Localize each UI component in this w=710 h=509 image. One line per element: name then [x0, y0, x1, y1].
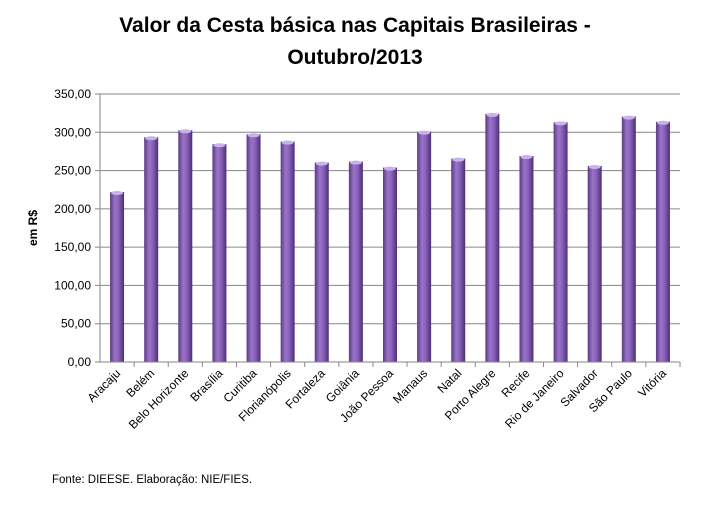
bar-top — [315, 161, 328, 166]
bar — [553, 122, 568, 363]
source-note: Fonte: DIEESE. Elaboração: NIE/FIES. — [52, 474, 253, 486]
y-tick-label: 200,00 — [54, 202, 91, 216]
bar-top — [281, 140, 294, 145]
x-tick-label: Vitória — [635, 366, 669, 400]
bar — [212, 144, 227, 362]
bar — [587, 165, 602, 362]
x-tick-label: Manaus — [390, 366, 430, 406]
bar — [485, 113, 500, 362]
bar — [417, 131, 432, 362]
bar — [144, 137, 159, 362]
bar — [178, 130, 193, 362]
bar-top — [384, 166, 396, 171]
bar-top — [179, 129, 192, 134]
y-tick-label: 350,00 — [54, 87, 91, 101]
bar — [110, 192, 125, 362]
y-tick-label: 150,00 — [54, 240, 91, 254]
bar — [280, 141, 295, 362]
bar-top — [247, 133, 260, 138]
bar-top — [520, 155, 533, 160]
x-tick-label: Belo Horizonte — [126, 366, 192, 432]
bar-top — [349, 160, 362, 165]
bar-top — [656, 120, 669, 125]
bar — [451, 158, 466, 362]
bar-top — [145, 136, 158, 141]
bar — [655, 121, 670, 362]
chart-title: Valor da Cesta básica nas Capitais Brasi… — [0, 10, 710, 74]
title-line-1: Valor da Cesta básica nas Capitais Brasi… — [119, 14, 591, 37]
bar-top — [554, 121, 567, 126]
bar — [383, 167, 397, 362]
bar — [519, 156, 534, 362]
x-tick-label: Natal — [435, 366, 465, 396]
bar-top — [622, 115, 635, 120]
y-tick-label: 250,00 — [54, 164, 91, 178]
x-tick-label: Aracaju — [85, 366, 124, 405]
bar-top — [213, 143, 226, 148]
bar-top — [588, 164, 601, 169]
y-tick-label: 50,00 — [61, 317, 91, 331]
title-line-2: Outubro/2013 — [287, 46, 423, 69]
bar — [621, 116, 636, 363]
bar-top — [452, 157, 465, 162]
y-tick-label: 0,00 — [68, 355, 92, 369]
y-tick-label: 100,00 — [54, 278, 91, 292]
bar — [348, 161, 363, 362]
bar-top — [111, 191, 124, 196]
y-axis-label: em R$ — [26, 210, 40, 246]
bar — [314, 162, 329, 362]
bar-top — [486, 112, 499, 117]
y-tick-label: 300,00 — [54, 125, 91, 139]
bar — [246, 134, 261, 362]
x-tick-label: Brasília — [187, 366, 225, 404]
bar-top — [418, 130, 431, 135]
